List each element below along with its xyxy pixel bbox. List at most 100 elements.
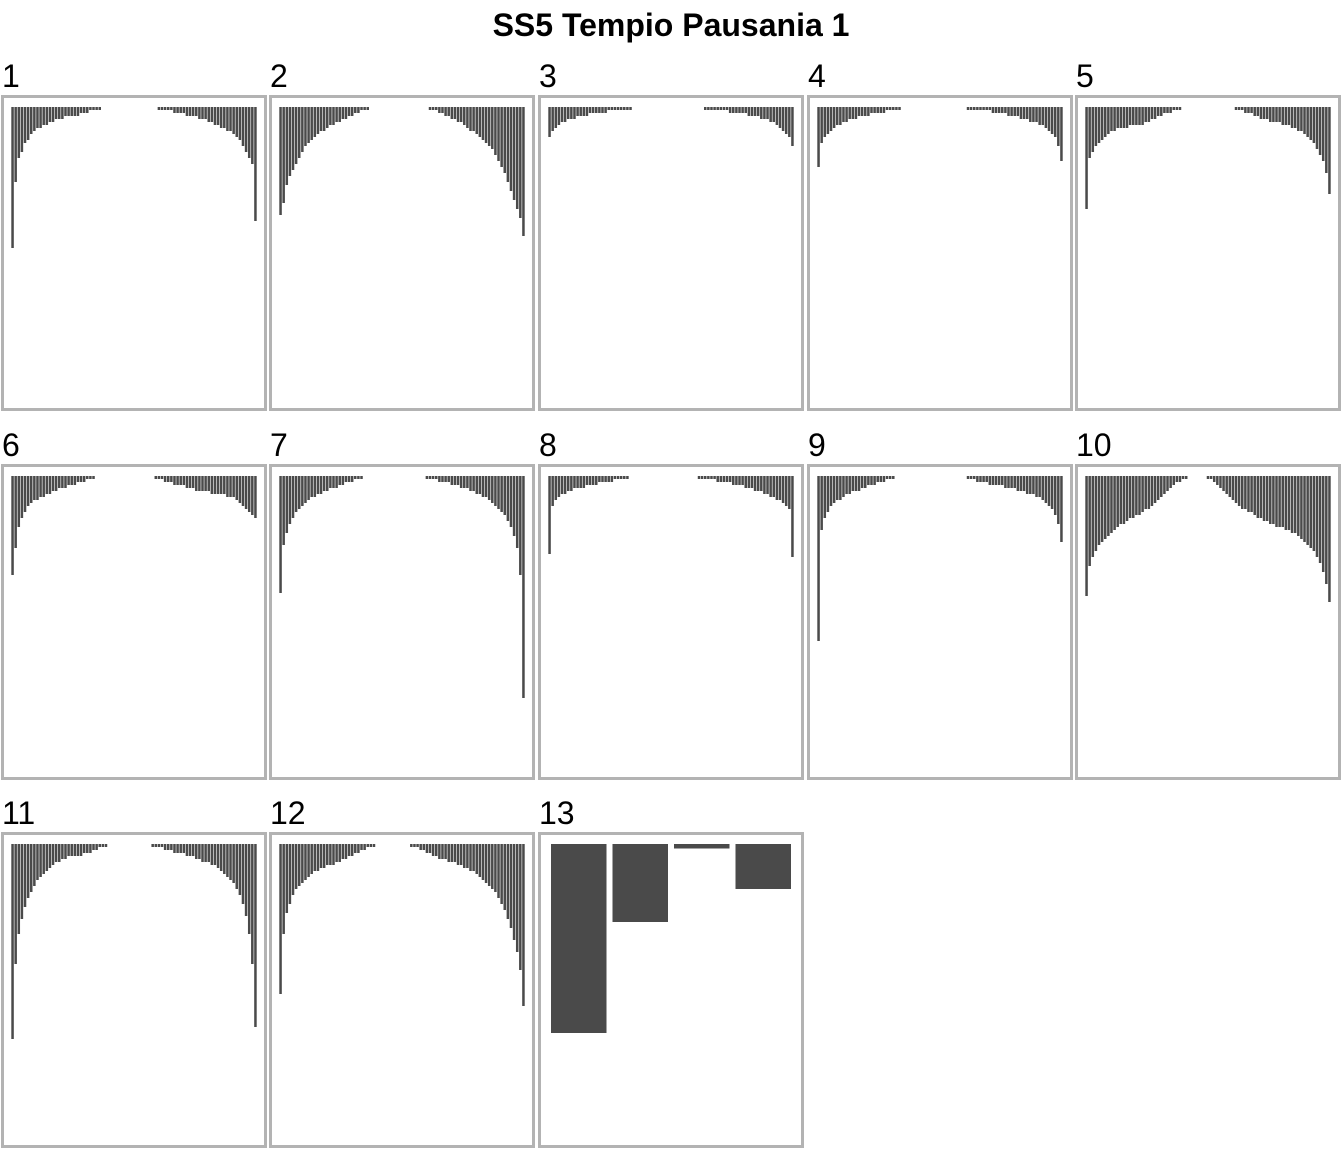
bar-panel-6-50 [163,476,167,482]
bar-panel-10-67 [1290,476,1294,533]
bar-panel-3-65 [747,107,751,116]
bar-panel-10-7 [1103,476,1107,539]
bar-panel-12-26 [357,844,360,853]
bar-panel-12-66 [481,844,485,880]
bar-panel-11-22 [76,844,80,856]
bar-panel-5-59 [1265,107,1269,119]
bar-panel-3-10 [576,107,579,116]
bar-panel-8-22 [613,476,617,479]
bar-panel-3-8 [570,107,573,119]
bar-panel-6-52 [170,476,173,482]
bar-panel-5-3 [1091,107,1095,152]
bar-panel-8-9 [573,476,576,488]
bar-panel-3-22 [613,107,617,110]
bar-panel-6-49 [160,476,164,479]
bar-panel-7-26 [357,476,360,479]
bar-panel-2-13 [316,107,320,134]
bar-panel-12-47 [422,844,426,850]
bar-panel-8-50 [700,476,704,479]
bar-panel-4-23 [885,107,889,110]
bar-panel-7-56 [450,476,454,485]
bar-panel-4-5 [829,107,833,131]
bar-panel-7-1 [279,476,282,593]
bar-panel-8-7 [566,476,570,491]
bar-panel-6-16 [58,476,61,488]
bar-panel-10-71 [1303,476,1306,542]
bar-panel-6-9 [36,476,39,500]
bar-panel-8-61 [735,476,738,485]
bar-panel-3-27 [629,107,632,110]
bar-panel-10-1 [1085,476,1088,596]
bar-panel-11-5 [23,844,27,907]
bar-panel-1-13 [48,107,52,122]
bar-panel-8-78 [788,476,791,509]
bar-panel-11-72 [232,844,235,883]
bar-panel-9-71 [1035,476,1038,497]
bar-panel-11-28 [95,844,98,850]
bar-panel-12-43 [410,844,413,847]
bar-panel-6-58 [188,476,192,488]
bar-panel-4-16 [864,107,867,116]
bar-panel-12-6 [294,844,298,889]
bar-panel-8-72 [769,476,772,497]
bar-panel-5-71 [1303,107,1306,134]
bar-panel-1-14 [51,107,55,122]
bar-panel-6-21 [73,476,77,485]
bar-panel-7-72 [500,476,503,512]
bar-panel-8-71 [766,476,769,494]
bar-panel-7-67 [484,476,488,497]
bar-panel-2-17 [329,107,332,125]
bar-panel-7-11 [310,476,313,497]
bar-panel-9-18 [870,476,873,485]
bar-panel-12-64 [475,844,478,874]
bar-panel-2-72 [500,107,503,167]
bar-panel-8-73 [772,476,776,497]
panel-label-4: 4 [808,58,826,94]
bar-panel-9-75 [1047,476,1051,506]
bar-panel-5-54 [1250,107,1253,113]
bar-panel-12-50 [431,844,435,856]
bar-panel-6-67 [216,476,220,494]
bar-panel-9-4 [826,476,830,512]
bar-panel-12-15 [322,844,326,868]
bar-panel-4-14 [857,107,861,116]
bar-panel-10-44 [1219,476,1222,488]
bar-panel-8-65 [747,476,751,488]
bar-panel-6-8 [33,476,36,500]
bar-panel-7-63 [472,476,475,491]
bar-panel-1-7 [29,107,33,134]
bar-panel-2-20 [338,107,341,122]
bar-panel-12-13 [316,844,320,871]
bar-panel-5-10 [1113,107,1116,131]
bar-panel-10-62 [1275,476,1278,527]
bar-panel-7-27 [360,476,363,479]
bar-panel-10-79 [1328,476,1331,602]
bar-panel-12-21 [341,844,345,859]
bar-panel-10-65 [1284,476,1288,530]
bar-panel-4-79 [1060,107,1063,161]
bar-panel-5-75 [1315,107,1319,149]
bar-panel-13-1 [551,844,607,1033]
bar-panel-12-56 [450,844,454,862]
bar-panel-7-70 [494,476,497,506]
bar-panel-12-68 [487,844,491,886]
bar-panel-9-74 [1044,476,1048,503]
bar-panel-9-73 [1041,476,1045,500]
bar-panel-12-53 [441,844,444,859]
bar-panel-10-69 [1297,476,1300,536]
bar-panel-10-14 [1125,476,1129,521]
bar-panel-11-13 [48,844,52,868]
bar-panel-12-78 [519,844,522,970]
bar-panel-6-56 [182,476,186,485]
bar-panel-2-55 [447,107,450,116]
bar-panel-3-12 [582,107,586,116]
bar-panel-11-18 [64,844,67,859]
bar-panel-7-64 [475,476,478,494]
bar-panel-10-17 [1135,476,1138,515]
bar-panel-9-72 [1038,476,1041,497]
bar-panel-8-64 [744,476,747,488]
bar-panel-6-78 [251,476,254,515]
panel-frame-4 [807,95,1073,411]
bar-panel-3-18 [601,107,604,113]
bar-panel-6-1 [11,476,14,575]
